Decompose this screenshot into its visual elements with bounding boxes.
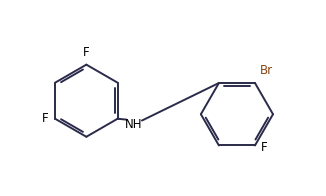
Text: F: F bbox=[83, 46, 90, 59]
Text: NH: NH bbox=[125, 118, 142, 131]
Text: Br: Br bbox=[259, 64, 273, 77]
Text: F: F bbox=[42, 112, 49, 125]
Text: F: F bbox=[261, 141, 268, 154]
